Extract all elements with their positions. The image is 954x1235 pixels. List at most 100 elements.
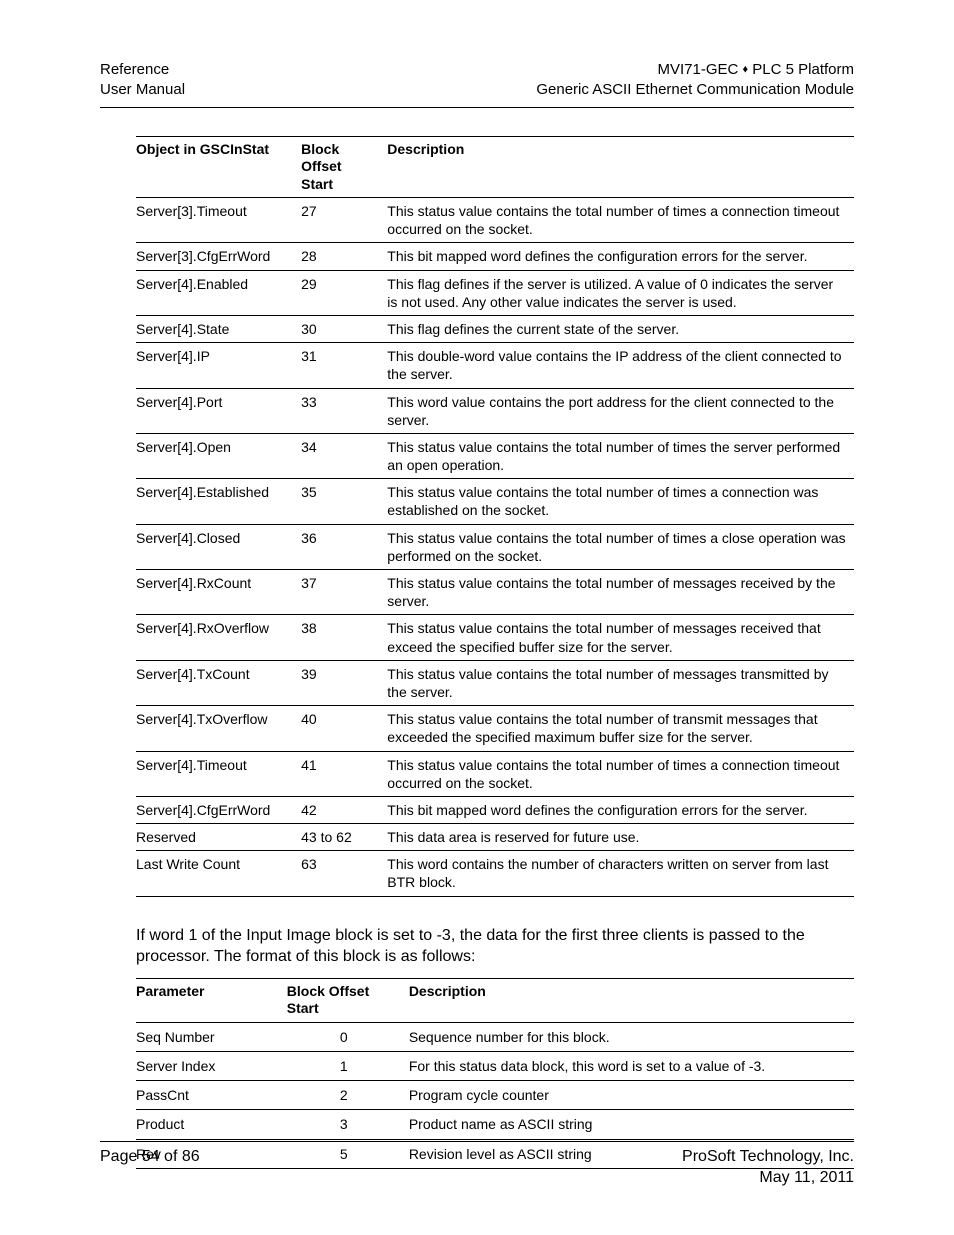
cell-desc: This status value contains the total num… [387, 706, 854, 751]
table-header-row: Parameter Block Offset Start Description [136, 978, 854, 1022]
header-product: MVI71-GEC ♦ PLC 5 Platform [536, 60, 854, 80]
table-row: Server[4].State30This flag defines the c… [136, 315, 854, 342]
cell-object: Server[4].TxOverflow [136, 706, 301, 751]
cell-offset: 31 [301, 343, 387, 388]
cell-desc: Sequence number for this block. [409, 1022, 854, 1051]
cell-param: Server Index [136, 1052, 287, 1081]
col-offset-l1: Block Offset [287, 983, 369, 999]
cell-offset: 41 [301, 751, 387, 796]
table-row: Server[3].Timeout27This status value con… [136, 198, 854, 243]
col-parameter: Parameter [136, 978, 287, 1022]
cell-object: Server[4].Port [136, 388, 301, 433]
cell-offset: 40 [301, 706, 387, 751]
footer-right: ProSoft Technology, Inc. May 11, 2011 [682, 1146, 854, 1189]
footer-line: Page 54 of 86 ProSoft Technology, Inc. M… [100, 1146, 854, 1189]
cell-object: Server[4].Established [136, 479, 301, 524]
table-row: Product3Product name as ASCII string [136, 1110, 854, 1139]
table-row: Server[3].CfgErrWord28This bit mapped wo… [136, 243, 854, 270]
cell-object: Server[4].RxCount [136, 570, 301, 615]
cell-desc: Program cycle counter [409, 1081, 854, 1110]
cell-desc: This flag defines if the server is utili… [387, 270, 854, 315]
page-footer: Page 54 of 86 ProSoft Technology, Inc. M… [100, 1141, 854, 1189]
col-object: Object in GSCInStat [136, 136, 301, 198]
cell-offset: 2 [287, 1081, 409, 1110]
cell-offset: 27 [301, 198, 387, 243]
cell-offset: 39 [301, 660, 387, 705]
table-row: Server[4].TxOverflow40This status value … [136, 706, 854, 751]
cell-offset: 28 [301, 243, 387, 270]
cell-object: Server[3].CfgErrWord [136, 243, 301, 270]
cell-param: Product [136, 1110, 287, 1139]
col-offset: Block Offset Start [287, 978, 409, 1022]
cell-param: PassCnt [136, 1081, 287, 1110]
table-row: Reserved43 to 62This data area is reserv… [136, 824, 854, 851]
cell-desc: This bit mapped word defines the configu… [387, 243, 854, 270]
cell-offset: 34 [301, 433, 387, 478]
col-description: Description [409, 978, 854, 1022]
cell-desc: This status value contains the total num… [387, 198, 854, 243]
document-date: May 11, 2011 [682, 1167, 854, 1189]
header-left: Reference User Manual [100, 60, 185, 101]
table-row: Server[4].IP31This double-word value con… [136, 343, 854, 388]
cell-desc: This flag defines the current state of t… [387, 315, 854, 342]
cell-offset: 0 [287, 1022, 409, 1051]
intro-paragraph: If word 1 of the Input Image block is se… [136, 925, 854, 968]
header-doc-type: User Manual [100, 80, 185, 100]
table-row: Server Index1For this status data block,… [136, 1052, 854, 1081]
company-name: ProSoft Technology, Inc. [682, 1146, 854, 1168]
gscinstat-tbody: Server[3].Timeout27This status value con… [136, 198, 854, 897]
page: Reference User Manual MVI71-GEC ♦ PLC 5 … [0, 0, 954, 1235]
cell-desc: This word value contains the port addres… [387, 388, 854, 433]
cell-object: Server[4].RxOverflow [136, 615, 301, 660]
cell-offset: 33 [301, 388, 387, 433]
cell-desc: This status value contains the total num… [387, 524, 854, 569]
table-row: Last Write Count63This word contains the… [136, 851, 854, 896]
cell-desc: This status value contains the total num… [387, 660, 854, 705]
cell-desc: This word contains the number of charact… [387, 851, 854, 896]
cell-object: Server[4].State [136, 315, 301, 342]
page-number: Page 54 of 86 [100, 1146, 200, 1189]
table-header-row: Object in GSCInStat Block Offset Start D… [136, 136, 854, 198]
cell-offset: 35 [301, 479, 387, 524]
cell-offset: 36 [301, 524, 387, 569]
cell-object: Server[4].TxCount [136, 660, 301, 705]
cell-object: Server[4].Enabled [136, 270, 301, 315]
table-row: Server[4].RxOverflow38This status value … [136, 615, 854, 660]
cell-desc: This status value contains the total num… [387, 433, 854, 478]
header-product-code: MVI71-GEC [657, 61, 742, 78]
cell-desc: Product name as ASCII string [409, 1110, 854, 1139]
header-platform: PLC 5 Platform [748, 61, 854, 78]
cell-object: Server[4].IP [136, 343, 301, 388]
cell-param: Seq Number [136, 1022, 287, 1051]
table-row: Server[4].RxCount37This status value con… [136, 570, 854, 615]
cell-desc: This status value contains the total num… [387, 615, 854, 660]
col-offset-l1: Block [301, 141, 339, 157]
page-content: Object in GSCInStat Block Offset Start D… [100, 108, 854, 1169]
col-offset-l2: Start [287, 1000, 319, 1016]
cell-object: Server[4].Closed [136, 524, 301, 569]
cell-offset: 30 [301, 315, 387, 342]
cell-desc: For this status data block, this word is… [409, 1052, 854, 1081]
table-row: Server[4].Timeout41This status value con… [136, 751, 854, 796]
cell-object: Server[4].Open [136, 433, 301, 478]
cell-desc: This double-word value contains the IP a… [387, 343, 854, 388]
header-subtitle: Generic ASCII Ethernet Communication Mod… [536, 80, 854, 100]
col-description: Description [387, 136, 854, 198]
col-offset: Block Offset Start [301, 136, 387, 198]
cell-object: Last Write Count [136, 851, 301, 896]
table-row: Server[4].TxCount39This status value con… [136, 660, 854, 705]
col-offset-l3: Start [301, 176, 333, 192]
footer-rule [100, 1141, 854, 1142]
cell-object: Reserved [136, 824, 301, 851]
cell-offset: 3 [287, 1110, 409, 1139]
cell-desc: This status value contains the total num… [387, 751, 854, 796]
table-row: Server[4].Enabled29This flag defines if … [136, 270, 854, 315]
table-row: Server[4].Port33This word value contains… [136, 388, 854, 433]
gscinstat-table: Object in GSCInStat Block Offset Start D… [136, 136, 854, 897]
header-right: MVI71-GEC ♦ PLC 5 Platform Generic ASCII… [536, 60, 854, 101]
table-row: Server[4].Closed36This status value cont… [136, 524, 854, 569]
header-section: Reference [100, 60, 185, 80]
table-row: Server[4].Established35This status value… [136, 479, 854, 524]
cell-desc: This status value contains the total num… [387, 479, 854, 524]
cell-desc: This status value contains the total num… [387, 570, 854, 615]
